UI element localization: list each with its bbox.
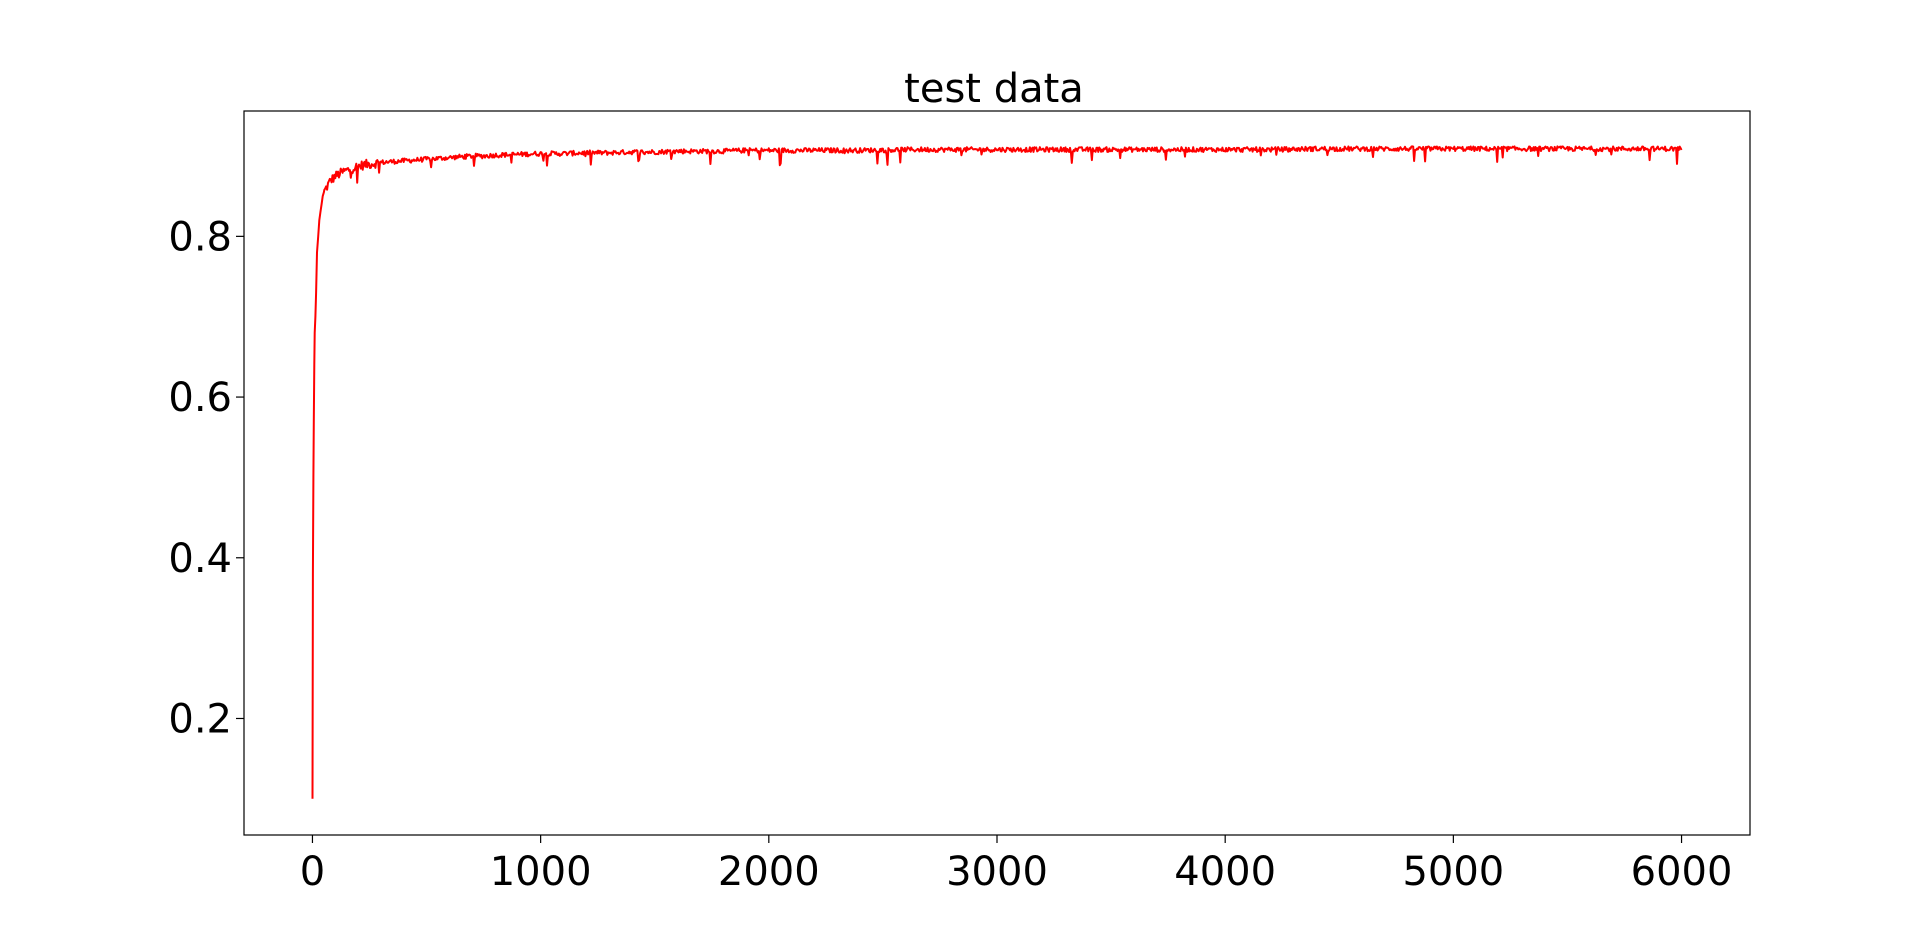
y-tick-label: 0.4 [168, 536, 232, 582]
plot-area-frame [243, 110, 1751, 836]
y-tick-label: 0.8 [168, 214, 232, 260]
x-tick-label: 2000 [718, 849, 820, 895]
x-tick-label: 1000 [490, 849, 592, 895]
series-layer [311, 145, 1683, 799]
x-tick-label: 5000 [1402, 849, 1504, 895]
y-axis: 0.2 0.4 0.6 0.8 [168, 214, 244, 742]
y-tick-label: 0.2 [168, 696, 232, 742]
x-tick-label: 3000 [946, 849, 1048, 895]
x-tick-label: 4000 [1174, 849, 1276, 895]
chart-title: test data [904, 66, 1084, 112]
series-line [311, 145, 1683, 799]
x-tick-label: 0 [300, 849, 325, 895]
x-axis: 0 1000 2000 3000 4000 5000 6000 [300, 835, 1733, 895]
x-tick-label: 6000 [1631, 849, 1733, 895]
y-tick-label: 0.6 [168, 375, 232, 421]
